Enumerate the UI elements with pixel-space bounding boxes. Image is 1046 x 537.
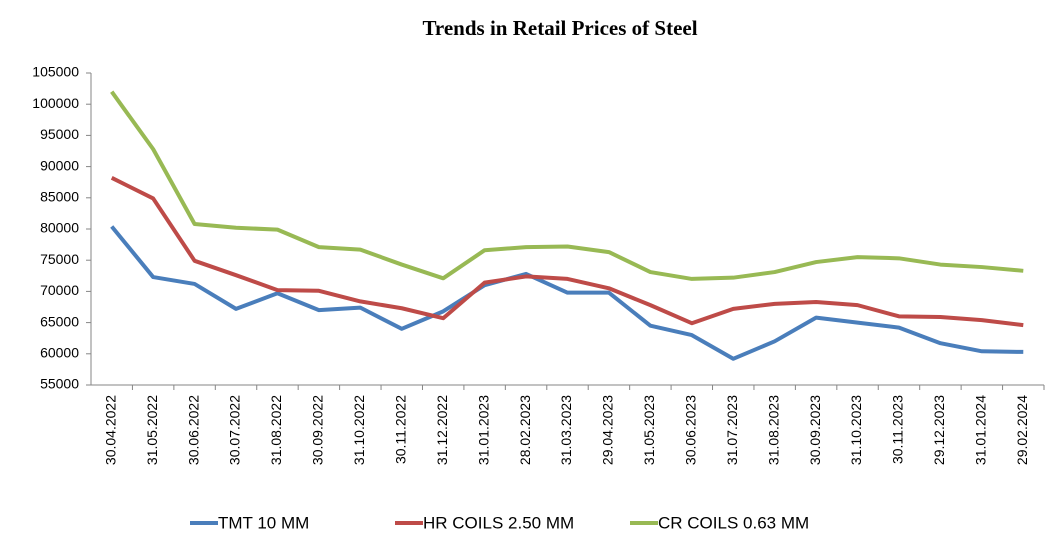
legend-label: HR COILS 2.50 MM xyxy=(423,513,574,532)
y-tick-label: 100000 xyxy=(32,95,79,111)
y-tick-label: 105000 xyxy=(32,64,79,80)
x-tick-label: 31.10.2022 xyxy=(351,395,367,465)
x-tick-label: 31.05.2022 xyxy=(144,395,160,465)
y-tick-label: 85000 xyxy=(40,189,79,205)
series-line xyxy=(110,90,1024,281)
series-line xyxy=(110,225,1024,361)
x-tick-label: 31.07.2023 xyxy=(724,395,740,465)
x-tick-label: 29.12.2023 xyxy=(931,395,947,465)
series-line xyxy=(110,176,1024,328)
x-tick-label: 30.11.2022 xyxy=(392,395,408,464)
x-tick-label: 31.10.2023 xyxy=(848,395,864,465)
y-tick-label: 60000 xyxy=(40,345,79,361)
chart-title: Trends in Retail Prices of Steel xyxy=(422,16,697,40)
x-tick-label: 30.11.2023 xyxy=(890,395,906,464)
x-tick-label: 30.07.2022 xyxy=(227,395,243,465)
x-tick-label: 28.02.2023 xyxy=(517,395,533,465)
x-tick-label: 31.08.2023 xyxy=(765,395,781,465)
x-tick-label: 31.03.2023 xyxy=(558,395,574,465)
x-tick-label: 30.09.2022 xyxy=(310,395,326,465)
y-tick-label: 55000 xyxy=(40,376,79,392)
y-tick-label: 90000 xyxy=(40,157,79,173)
x-tick-label: 30.04.2022 xyxy=(102,395,118,465)
y-tick-label: 65000 xyxy=(40,313,79,329)
x-tick-label: 30.06.2023 xyxy=(683,395,699,465)
x-tick-label: 30.06.2022 xyxy=(185,395,201,465)
y-tick-label: 95000 xyxy=(40,126,79,142)
x-tick-label: 30.09.2023 xyxy=(807,395,823,465)
x-tick-label: 29.02.2024 xyxy=(1014,395,1030,465)
x-tick-label: 31.01.2024 xyxy=(973,395,989,465)
x-tick-label: 29.04.2023 xyxy=(600,395,616,465)
legend-label: TMT 10 MM xyxy=(218,513,309,532)
y-tick-label: 80000 xyxy=(40,220,79,236)
x-tick-label: 31.01.2023 xyxy=(475,395,491,465)
x-tick-label: 31.12.2022 xyxy=(434,395,450,465)
x-tick-label: 31.08.2022 xyxy=(268,395,284,465)
legend-label: CR COILS 0.63 MM xyxy=(658,513,809,532)
y-tick-label: 75000 xyxy=(40,251,79,267)
y-tick-label: 70000 xyxy=(40,282,79,298)
x-tick-label: 31.05.2023 xyxy=(641,395,657,465)
